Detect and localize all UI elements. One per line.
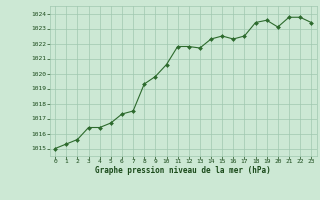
- X-axis label: Graphe pression niveau de la mer (hPa): Graphe pression niveau de la mer (hPa): [95, 166, 271, 175]
